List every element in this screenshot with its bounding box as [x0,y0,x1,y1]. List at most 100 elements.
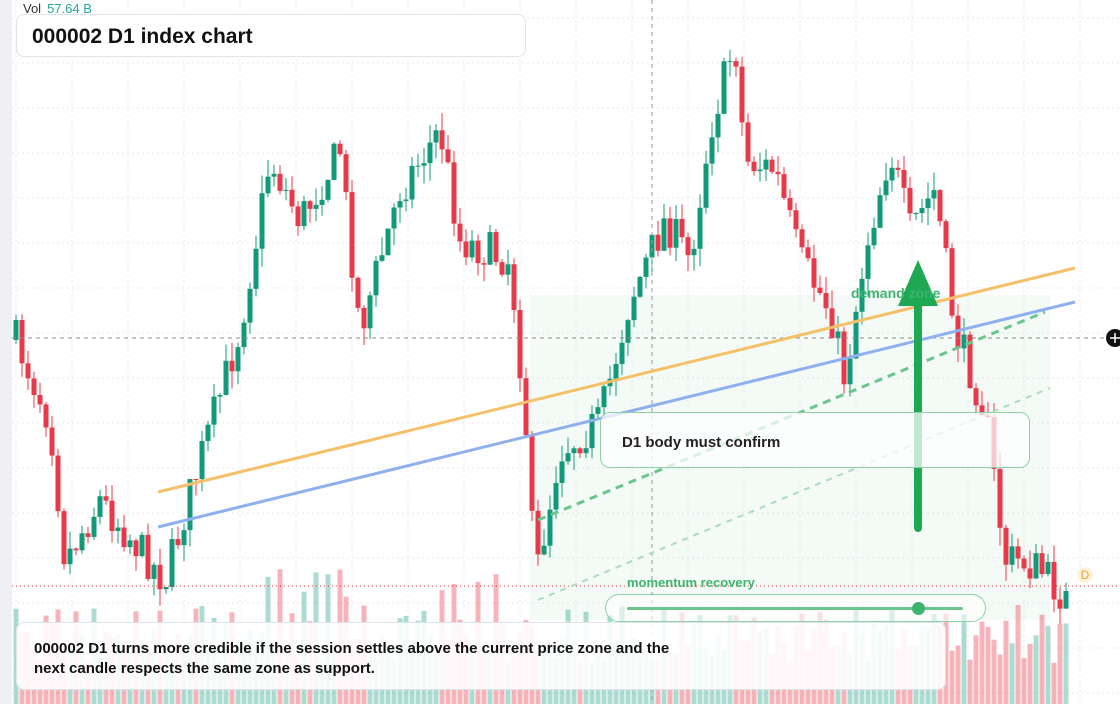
candle [535,510,541,555]
volume-bar [1027,643,1033,704]
candle [757,169,763,172]
badge: D [1077,567,1093,583]
volume-bar [1003,620,1009,704]
candle [175,539,181,546]
candle [85,533,91,537]
volume-bar [1009,643,1015,704]
candle [457,223,463,242]
candle [859,278,865,312]
candle [601,386,607,408]
candle [541,545,547,555]
volume-bar [973,635,979,704]
candle [247,288,253,323]
volume-legend: Vol 57.64 B [23,1,92,16]
candle [295,206,301,227]
candle [703,163,709,208]
candle [355,277,361,308]
volume-bar [1039,614,1045,704]
slider-knob[interactable] [912,602,925,615]
candle [901,169,907,188]
zone-label: demand zone [851,285,941,301]
candle [967,334,973,389]
candle [157,564,163,590]
volume-bar [1057,623,1063,704]
candle [517,310,523,379]
candle [145,534,151,579]
volume-bar [1021,657,1027,704]
candle [25,363,31,379]
volume-bar [1045,625,1051,704]
candle [115,527,121,532]
candle [595,407,601,414]
candle [259,193,265,249]
slider[interactable] [605,594,986,622]
candle [823,293,829,309]
candle [523,378,529,436]
candle [415,165,421,167]
candle [649,234,655,258]
candle [481,263,487,265]
candle [661,218,667,251]
candle [925,198,931,209]
candle [865,245,871,279]
candle [685,237,691,256]
candle [49,427,55,456]
volume-bar [955,645,961,704]
candle [1039,553,1045,574]
candle [499,262,505,275]
candle [697,207,703,249]
candle [571,448,577,454]
volume-bar [967,659,973,704]
candle [709,137,715,164]
candle [961,334,967,349]
candle [283,189,289,191]
volume-bar [991,639,997,704]
candle [1009,546,1015,565]
candle [529,435,535,511]
candle [469,240,475,258]
candle [733,61,739,67]
candle [31,378,37,396]
candle [1063,591,1069,609]
candle [1003,527,1009,565]
candle [871,227,877,246]
candle [1027,568,1033,579]
candle [997,469,1003,528]
candle [343,154,349,193]
candle [79,533,85,551]
candle [331,143,337,180]
candle [889,167,895,181]
candle [919,208,925,214]
volume-bar [949,650,955,704]
candle [391,207,397,229]
candle [721,61,727,114]
slider-track [627,607,963,610]
candle [715,113,721,138]
candle [43,404,49,428]
candle [619,342,625,365]
candle [883,180,889,196]
candle [631,296,637,321]
trend-green [537,310,1046,522]
candle [739,66,745,123]
candle [775,171,781,175]
candle [271,173,277,177]
candle [1033,553,1039,579]
candle [133,540,139,557]
candle [745,122,751,162]
candle [1015,546,1021,559]
candle [487,232,493,265]
candle [397,201,403,208]
candle [637,276,643,297]
candle [121,527,127,548]
candle [109,500,115,532]
candle [811,258,817,288]
candle [349,192,355,278]
volume-bar [997,654,1003,704]
volume-bar [1033,635,1039,704]
candle [187,479,193,531]
chart-title: 000002 D1 index chart [16,14,526,57]
candle [373,260,379,296]
candle [193,479,199,481]
candle [673,218,679,248]
